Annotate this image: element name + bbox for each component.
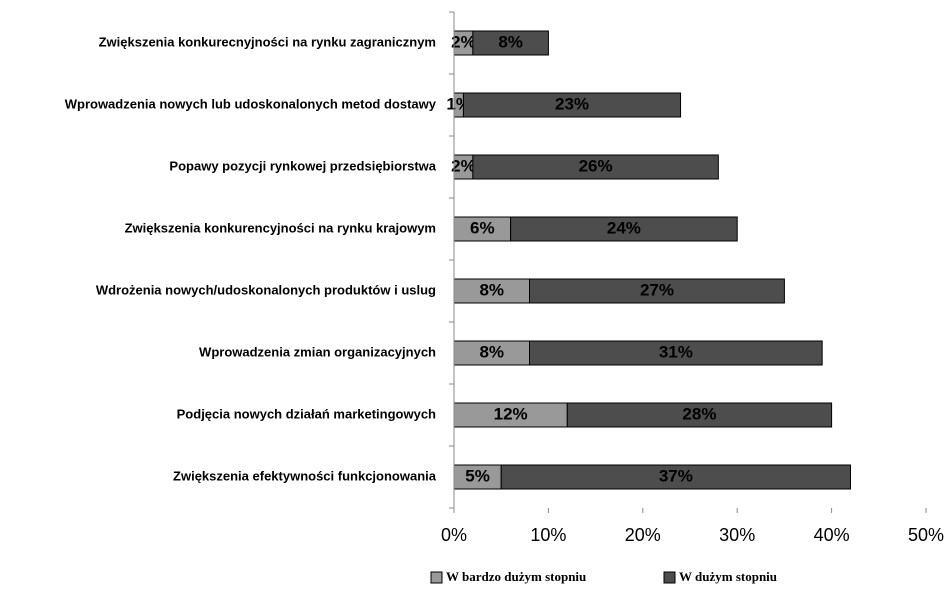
bar-segment: [453, 216, 512, 242]
value-label: 8%: [479, 342, 504, 361]
x-tick-label: 50%: [908, 525, 944, 545]
bar-segment: [529, 278, 785, 304]
value-label: 28%: [682, 404, 716, 423]
value-label: 2%: [451, 32, 476, 51]
bar-segment: [472, 154, 719, 180]
legend-swatch: [663, 571, 676, 584]
legend-label: W bardzo dużym stopniu: [446, 569, 586, 584]
value-label: 26%: [579, 156, 613, 175]
value-label: 2%: [451, 156, 476, 175]
bar-segment: [529, 340, 823, 366]
value-label: 27%: [640, 280, 674, 299]
value-label: 8%: [479, 280, 504, 299]
bar-segment: [453, 278, 531, 304]
category-label: Podjęcia nowych działań marketingowych: [177, 406, 436, 421]
value-label: 23%: [555, 94, 589, 113]
x-tick-label: 0%: [441, 525, 467, 545]
category-label: Zwiększenia efektywności funkcjonowania: [173, 468, 437, 483]
x-tick-label: 40%: [814, 525, 850, 545]
value-label: 12%: [494, 404, 528, 423]
category-label: Zwiększenia konkurecnyjności na rynku za…: [99, 34, 436, 49]
value-label: 6%: [470, 218, 495, 237]
x-tick-label: 20%: [625, 525, 661, 545]
x-tick-label: 10%: [530, 525, 566, 545]
category-label: Zwiększenia konkurencyjności na rynku kr…: [125, 220, 436, 235]
bar-segment: [453, 402, 568, 428]
value-label: 37%: [659, 466, 693, 485]
category-label: Wprowadzenia nowych lub udoskonalonych m…: [65, 96, 437, 111]
value-label: 5%: [465, 466, 490, 485]
value-label: 8%: [498, 32, 523, 51]
category-label: Wdrożenia nowych/udoskonalonych produktó…: [96, 282, 436, 297]
category-label: Popawy pozycji rynkowej przedsiębiorstwa: [169, 158, 436, 173]
bar-segment: [510, 216, 738, 242]
x-tick-label: 30%: [719, 525, 755, 545]
bar-segment: [462, 92, 682, 118]
bar-segment: [500, 464, 851, 490]
value-label: 31%: [659, 342, 693, 361]
legend-swatch: [430, 571, 443, 584]
bar-segment: [472, 30, 549, 56]
category-label: Wprowadzenia zmian organizacyjnych: [199, 344, 436, 359]
bar-segment: [566, 402, 833, 428]
value-label: 24%: [607, 218, 641, 237]
legend-label: W dużym stopniu: [679, 569, 777, 584]
